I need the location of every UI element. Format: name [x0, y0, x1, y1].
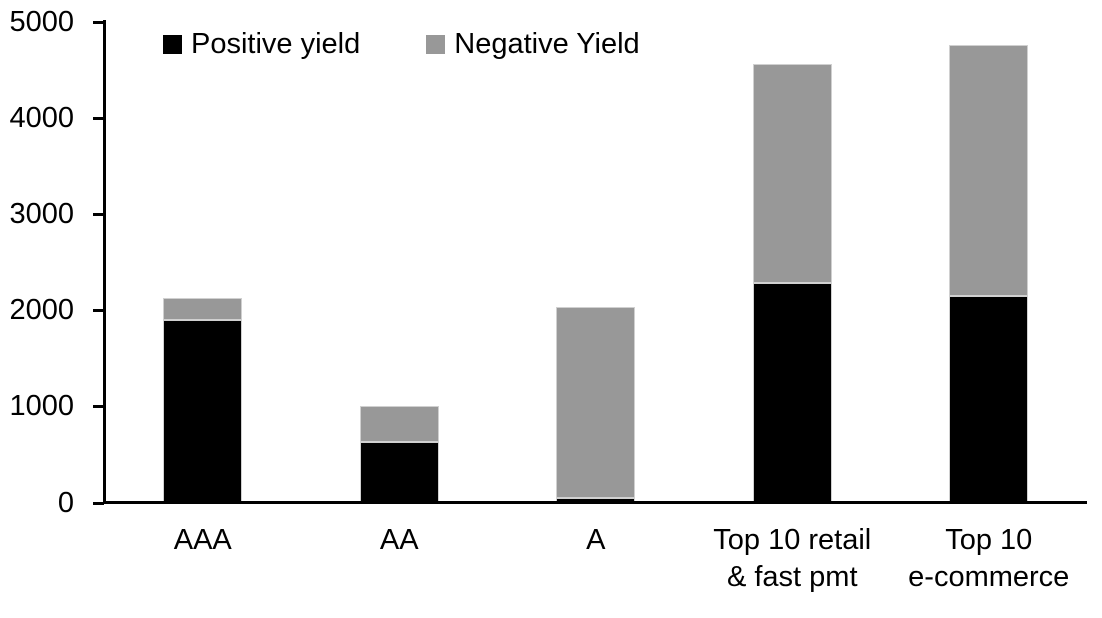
bar-segment-negative-aaa — [163, 298, 243, 321]
y-axis-tick-label: 2000 — [9, 294, 74, 327]
y-axis-tick-mark — [93, 212, 104, 216]
x-axis-category-label: AAA — [173, 524, 232, 556]
legend-swatch-icon — [426, 34, 446, 54]
bar-segment-negative-top-10-retail-fast-pmt — [752, 64, 832, 283]
bar-segment-positive-aa — [359, 442, 439, 503]
x-axis-line — [103, 501, 1087, 504]
x-axis-category-label: Top 10 retail & fast pmt — [713, 524, 872, 593]
bar-segment-positive-top-10-e-commerce — [949, 296, 1029, 503]
y-axis-tick-label: 5000 — [9, 5, 74, 38]
y-axis-tick-mark — [93, 20, 104, 24]
y-axis-tick-mark — [93, 116, 104, 120]
bar-segment-negative-top-10-e-commerce — [949, 45, 1029, 297]
x-axis-category-label: A — [586, 524, 606, 556]
legend-label: Negative Yield — [454, 28, 640, 60]
legend-swatch-icon — [163, 34, 182, 54]
y-axis-tick-mark — [93, 501, 104, 505]
bar-segment-positive-aaa — [163, 320, 243, 503]
x-axis-category-label: Top 10 e-commerce — [908, 524, 1070, 593]
y-axis-tick-label: 4000 — [9, 101, 74, 134]
y-axis-tick-label: 3000 — [9, 197, 74, 230]
bar-segment-negative-aa — [359, 405, 439, 443]
chart-legend: Positive yield Negative Yield — [163, 29, 640, 59]
x-axis-category-label: AA — [379, 524, 419, 556]
legend-item-negative-yield: Negative Yield — [426, 28, 640, 60]
legend-item-positive-yield: Positive yield — [163, 29, 360, 59]
legend-label: Positive yield — [191, 28, 361, 60]
bar-segment-negative-a — [556, 306, 636, 499]
y-axis-tick-label: 1000 — [9, 390, 74, 423]
y-axis-line — [103, 20, 106, 504]
bar-segment-positive-top-10-retail-fast-pmt — [752, 282, 832, 503]
y-axis-tick-mark — [93, 309, 104, 313]
y-axis-tick-label: 0 — [57, 486, 74, 519]
y-axis-tick-mark — [93, 405, 104, 409]
